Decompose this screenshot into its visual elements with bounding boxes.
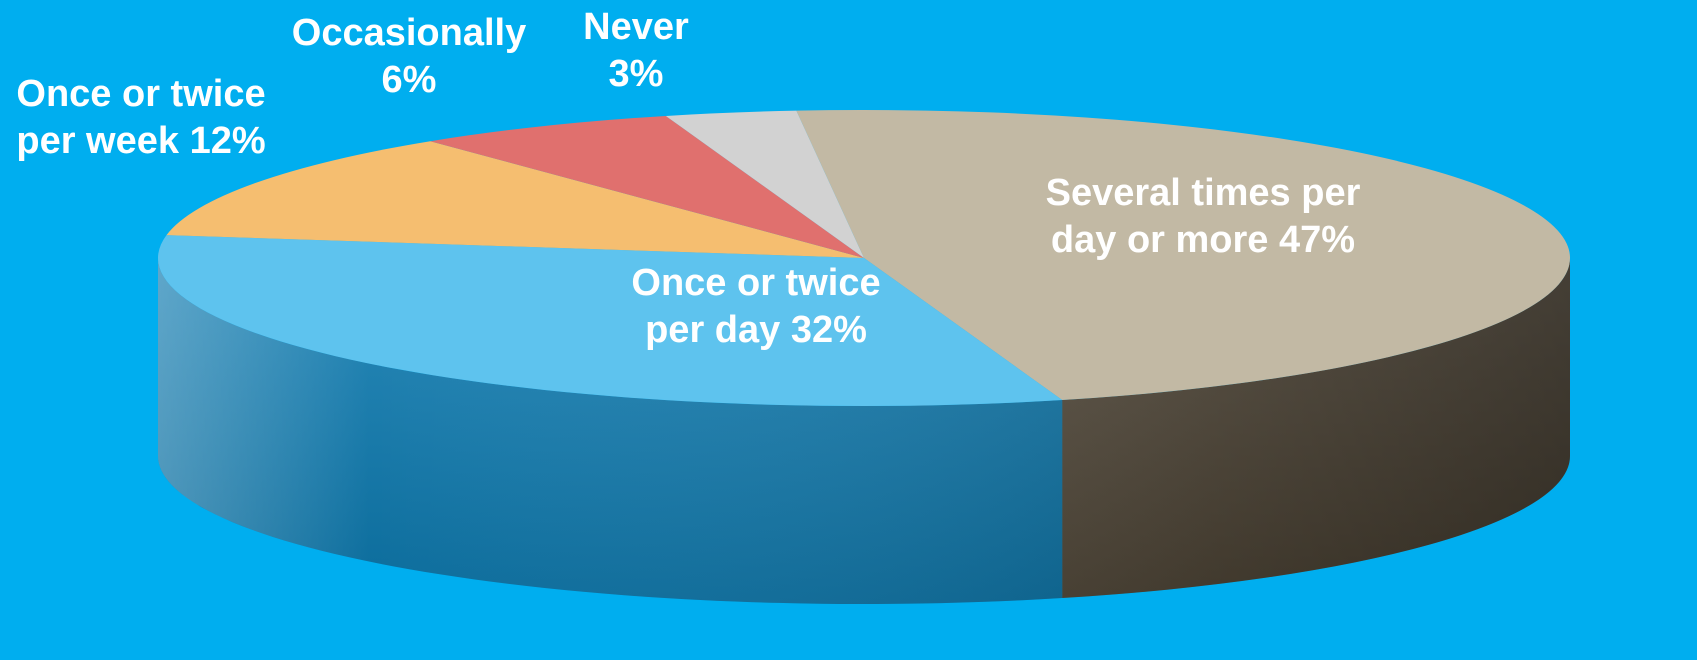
pie-side-overlay <box>158 258 1570 604</box>
label-day-line2: per day 32% <box>645 309 867 351</box>
label-several-times-per-day: Several times per day or more 47% <box>1018 170 1388 264</box>
pie-slice-never <box>665 110 864 259</box>
pie-slice-occ <box>430 115 864 258</box>
label-occasionally: Occasionally 6% <box>284 10 534 104</box>
pie-slice-day <box>157 235 1063 406</box>
pie-side-walls <box>158 258 1570 604</box>
label-week-line1: Once or twice <box>16 73 266 115</box>
label-several-line2: day or more 47% <box>1050 219 1356 261</box>
label-day-line1: Once or twice <box>631 262 881 304</box>
pie-top-faces <box>157 109 1571 406</box>
pie-slice-week <box>166 141 864 258</box>
label-once-or-twice-per-day: Once or twice per day 32% <box>596 260 916 354</box>
label-never: Never 3% <box>566 4 706 98</box>
label-several-line1: Several times per <box>1045 172 1361 214</box>
label-week-line2: per week 12% <box>16 120 266 162</box>
pie-slice-several <box>796 109 1571 401</box>
label-never-line2: 3% <box>608 53 664 95</box>
label-occasionally-line1: Occasionally <box>291 12 527 54</box>
label-occasionally-line2: 6% <box>381 59 437 101</box>
label-never-line1: Never <box>583 6 689 48</box>
label-once-or-twice-per-week: Once or twice per week 12% <box>0 71 282 165</box>
